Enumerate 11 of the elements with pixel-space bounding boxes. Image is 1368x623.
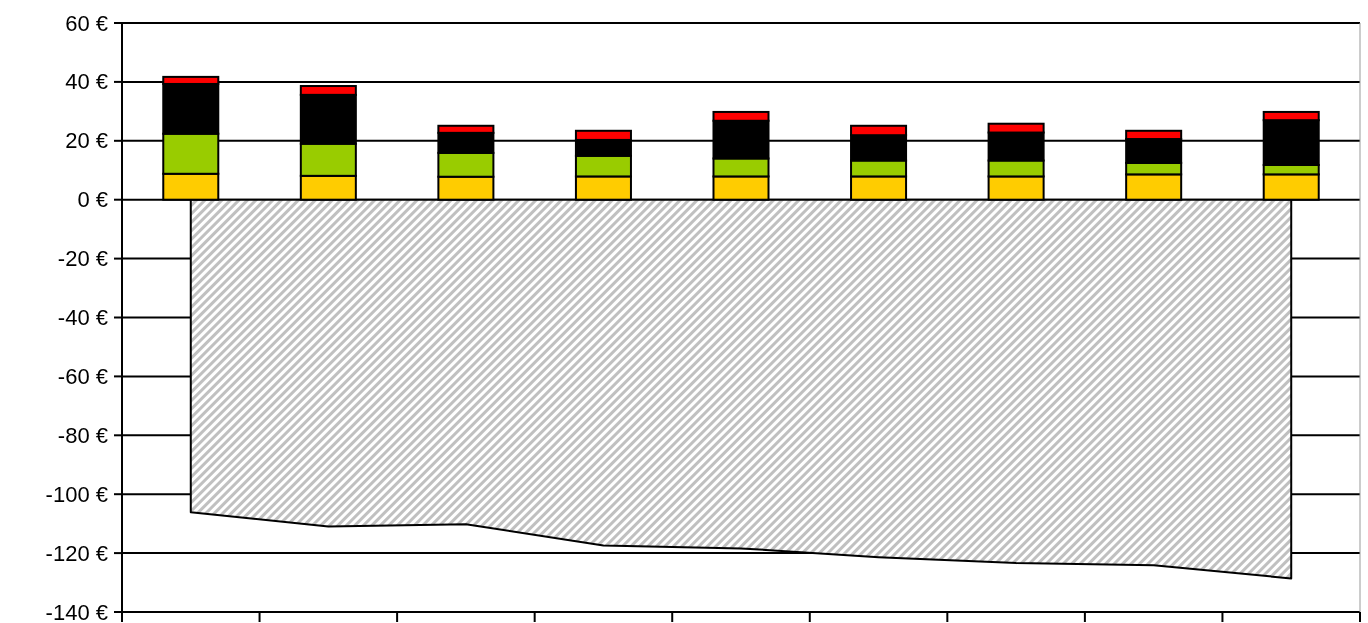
y-tick-label: 20 €: [65, 128, 108, 154]
y-tick-label: -40 €: [57, 305, 108, 330]
y-tick-label: -140 €: [45, 599, 108, 623]
y-tick-label: 40 €: [65, 69, 108, 95]
y-tick-label: -100 €: [45, 481, 108, 507]
y-tick-label: -120 €: [45, 540, 108, 566]
y-tick-label: 60 €: [65, 10, 108, 36]
y-tick-label: 0 €: [77, 187, 108, 213]
y-tick-label: -80 €: [57, 422, 108, 448]
y-tick-label: -20 €: [57, 246, 108, 272]
y-tick-label: -60 €: [57, 363, 108, 389]
